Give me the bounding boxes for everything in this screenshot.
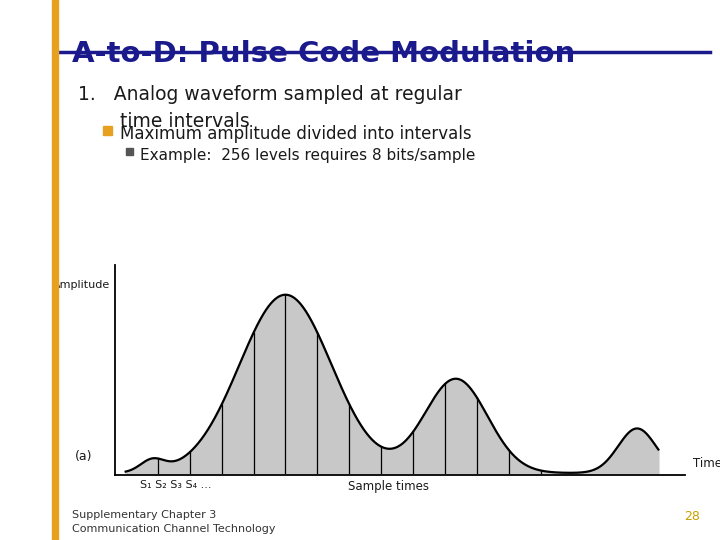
Text: Sample times: Sample times [348, 480, 429, 493]
Text: time intervals: time intervals [120, 112, 250, 131]
Bar [126, 148, 133, 155]
Bar [103, 126, 112, 135]
Text: Supplementary Chapter 3
Communication Channel Technology: Supplementary Chapter 3 Communication Ch… [72, 510, 276, 534]
Text: Maximum amplitude divided into intervals: Maximum amplitude divided into intervals [120, 125, 472, 143]
Text: Example:  256 levels requires 8 bits/sample: Example: 256 levels requires 8 bits/samp… [140, 148, 475, 163]
Text: (a): (a) [75, 450, 92, 463]
Text: 1.   Analog waveform sampled at regular: 1. Analog waveform sampled at regular [78, 85, 462, 104]
Bar [52, 0, 58, 540]
Text: A-to-D: Pulse Code Modulation: A-to-D: Pulse Code Modulation [72, 40, 575, 68]
Text: Time→: Time→ [693, 457, 720, 470]
Text: Amplitude: Amplitude [53, 280, 110, 290]
Text: S₁ S₂ S₃ S₄ ...: S₁ S₂ S₃ S₄ ... [140, 480, 212, 490]
Text: 28: 28 [684, 510, 700, 523]
